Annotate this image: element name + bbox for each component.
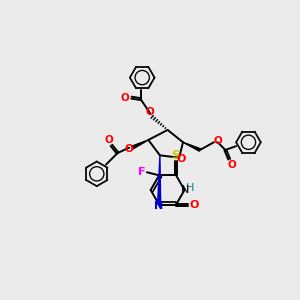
- Text: S: S: [172, 149, 181, 162]
- Polygon shape: [131, 140, 148, 149]
- Text: H: H: [186, 184, 194, 194]
- Text: O: O: [125, 144, 134, 154]
- Text: N: N: [154, 201, 163, 211]
- Text: O: O: [189, 200, 199, 210]
- Text: O: O: [121, 93, 130, 103]
- Text: F: F: [138, 167, 145, 177]
- Text: O: O: [213, 136, 222, 146]
- Polygon shape: [183, 142, 200, 151]
- Polygon shape: [158, 155, 161, 204]
- Text: O: O: [227, 160, 236, 170]
- Text: N: N: [181, 185, 190, 195]
- Text: O: O: [177, 154, 186, 164]
- Text: O: O: [105, 135, 113, 145]
- Text: O: O: [146, 107, 154, 117]
